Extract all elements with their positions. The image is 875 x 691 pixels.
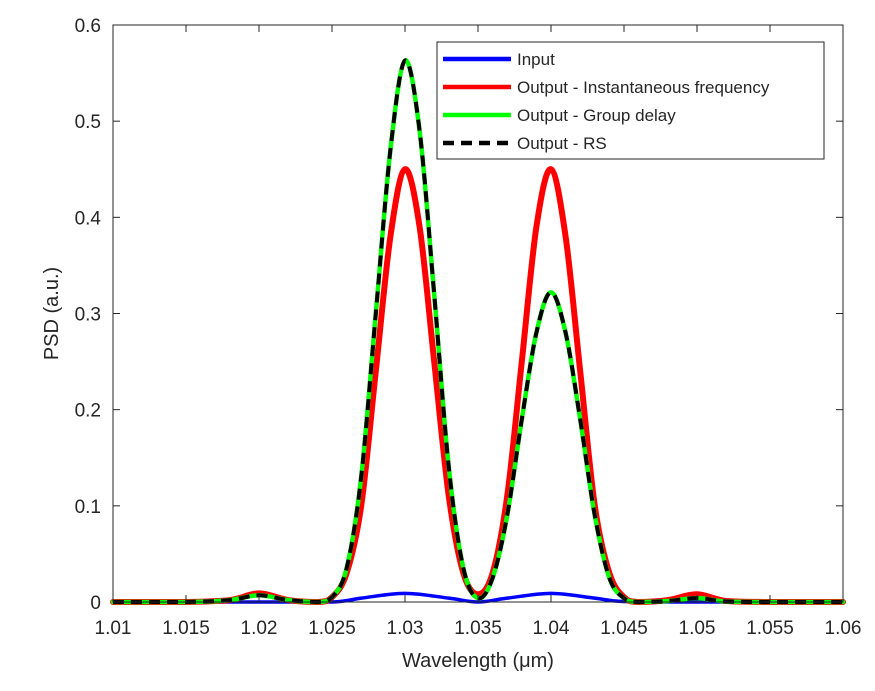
tick-layer: 1.01 1.015 1.02 1.025 1.03 1.035 1.04 1.045 1.05… bbox=[75, 16, 862, 639]
x-axis-label: Wavelength (μm) bbox=[402, 650, 554, 672]
x-tick-label: 1.02 bbox=[241, 618, 278, 639]
legend-label-3: Output - RS bbox=[517, 134, 607, 153]
x-tick-label: 1.035 bbox=[454, 618, 502, 639]
y-tick-label: 0.1 bbox=[75, 497, 101, 518]
y-tick-label: 0.4 bbox=[75, 208, 102, 229]
x-tick-label: 1.015 bbox=[162, 618, 210, 639]
x-tick-label: 1.03 bbox=[387, 618, 424, 639]
x-tick-label: 1.06 bbox=[825, 618, 862, 639]
y-axis-label: PSD (a.u.) bbox=[41, 267, 63, 360]
y-tick-label: 0.3 bbox=[75, 305, 101, 326]
x-tick-label: 1.045 bbox=[600, 618, 648, 639]
x-tick-label: 1.05 bbox=[679, 618, 716, 639]
legend-label-0: Input bbox=[517, 50, 555, 69]
legend-label-1: Output - Instantaneous frequency bbox=[517, 78, 770, 97]
legend-box bbox=[436, 41, 825, 160]
y-tick-label: 0.2 bbox=[75, 401, 101, 422]
y-tick-label: 0 bbox=[90, 593, 101, 614]
x-tick-label: 1.04 bbox=[533, 618, 570, 639]
legend: Input Output - Instantaneous frequency Out… bbox=[436, 41, 825, 160]
y-tick-label: 0.5 bbox=[75, 112, 101, 133]
y-tick-label: 0.6 bbox=[75, 16, 101, 37]
x-tick-label: 1.025 bbox=[308, 618, 356, 639]
x-tick-label: 1.055 bbox=[746, 618, 794, 639]
x-tick-label: 1.01 bbox=[95, 618, 132, 639]
legend-label-2: Output - Group delay bbox=[517, 106, 676, 125]
